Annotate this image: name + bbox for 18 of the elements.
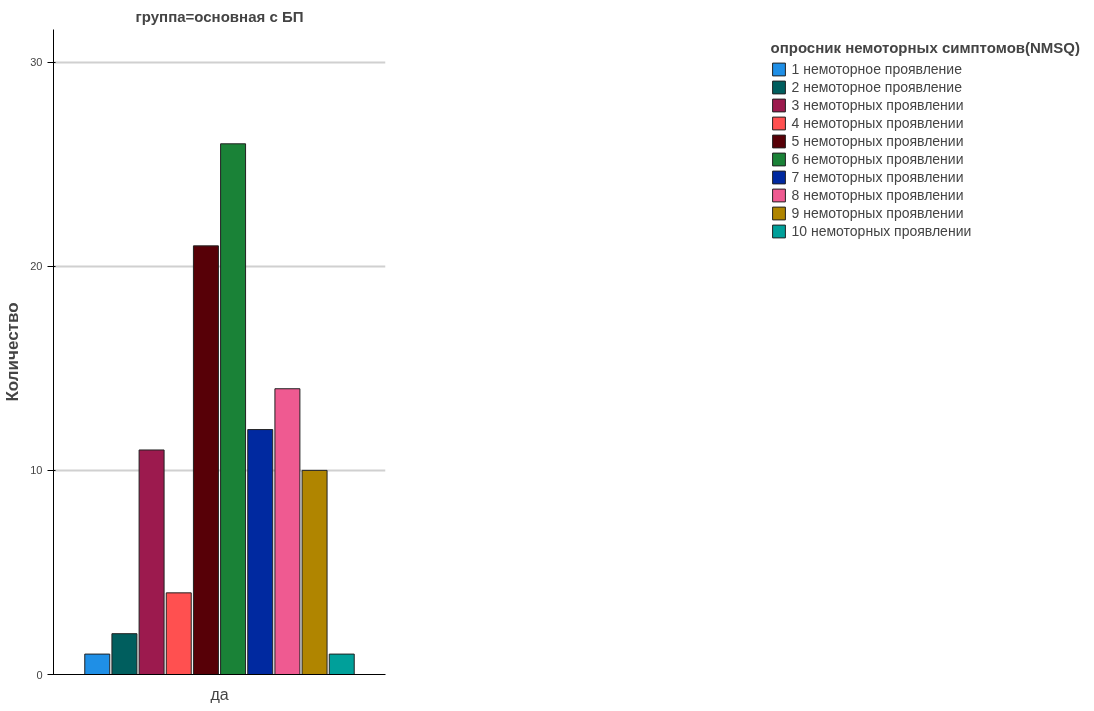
y-tick-label: 10 — [30, 464, 43, 477]
legend-title: опросник немоторных симптомов(NMSQ) — [770, 39, 1080, 56]
y-axis-title: Количество — [3, 302, 23, 402]
legend-label: 3 немоторных проявлении — [791, 97, 964, 113]
legend-label: 2 немоторное проявление — [791, 79, 962, 95]
y-tick-label: 20 — [30, 260, 43, 273]
legend-label: 6 немоторных проявлении — [791, 151, 964, 167]
legend-label: 7 немоторных проявлении — [791, 169, 964, 185]
chart-title: группа=основная с БП — [135, 7, 304, 25]
y-tick-label: 0 — [36, 668, 43, 681]
legend-label: 10 немоторных проявлении — [791, 223, 972, 239]
x-tick-label: да — [210, 685, 229, 703]
legend-label: 5 немоторных проявлении — [791, 133, 964, 149]
legend-label: 9 немоторных проявлении — [791, 205, 964, 221]
legend-label: 1 немоторное проявление — [791, 61, 962, 77]
legend-label: 8 немоторных проявлении — [791, 187, 964, 203]
y-tick-label: 30 — [30, 56, 43, 69]
legend-label: 4 немоторных проявлении — [791, 115, 964, 131]
